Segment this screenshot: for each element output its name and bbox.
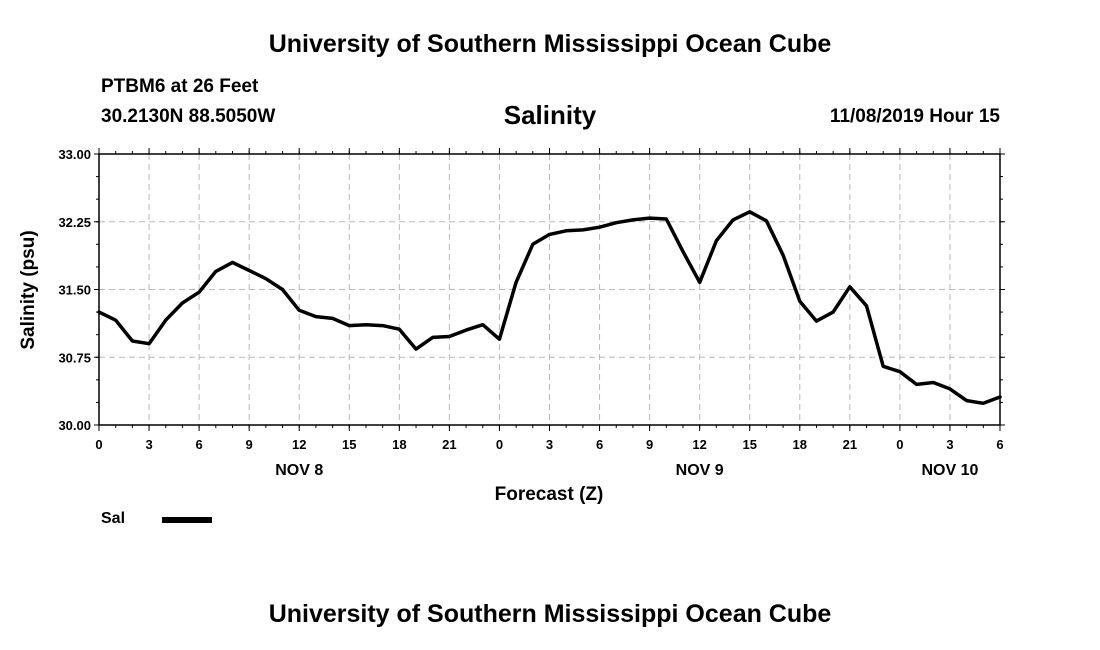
x-tick-label: 0	[95, 437, 102, 452]
y-tick-label: 33.00	[58, 147, 91, 162]
x-tick-label: 9	[246, 437, 253, 452]
y-tick-label: 30.00	[58, 418, 91, 433]
date-label: NOV 9	[676, 462, 724, 479]
page-title: University of Southern Mississippi Ocean…	[268, 30, 832, 58]
date-label: NOV 8	[275, 462, 323, 479]
legend-label: Sal	[101, 510, 126, 527]
tick-labels: 30.00 30.75 31.50 32.25 33.00 0 3 6 9 12 15 18 21 0 3 6…	[58, 147, 1003, 479]
x-tick-label: 21	[442, 437, 456, 452]
x-tick-label: 3	[145, 437, 152, 452]
x-tick-label: 6	[596, 437, 603, 452]
y-tick-label: 30.75	[58, 350, 91, 365]
footer-title: University of Southern Mississippi Ocean…	[268, 600, 832, 628]
y-tick-label: 31.50	[58, 283, 91, 298]
x-tick-label: 12	[292, 437, 306, 452]
x-tick-label: 0	[496, 437, 503, 452]
coordinates-label: 30.2130N 88.5050W	[101, 106, 276, 127]
series-line-sal	[97, 210, 1002, 406]
x-tick-label: 15	[742, 437, 756, 452]
x-tick-label: 3	[546, 437, 553, 452]
plot-frame	[98, 153, 1001, 426]
x-tick-label: 6	[195, 437, 202, 452]
date-label: NOV 10	[921, 462, 978, 479]
grid-lines	[99, 154, 1000, 425]
x-tick-label: 9	[646, 437, 653, 452]
x-tick-label: 18	[793, 437, 807, 452]
forecast-datetime: 11/08/2019 Hour 15	[829, 106, 1000, 127]
x-tick-label: 15	[342, 437, 356, 452]
y-axis-label: Salinity (psu)	[18, 230, 39, 349]
x-tick-label: 6	[996, 437, 1003, 452]
x-tick-label: 21	[843, 437, 857, 452]
station-label: PTBM6 at 26 Feet	[101, 76, 259, 97]
x-axis-label: Forecast (Z)	[495, 484, 604, 505]
legend-swatch	[162, 517, 212, 523]
chart-title: Salinity	[503, 100, 597, 130]
y-tick-label: 32.25	[58, 215, 91, 230]
x-tick-label: 18	[392, 437, 406, 452]
x-tick-label: 0	[896, 437, 903, 452]
x-tick-label: 12	[692, 437, 706, 452]
x-tick-label: 3	[946, 437, 953, 452]
